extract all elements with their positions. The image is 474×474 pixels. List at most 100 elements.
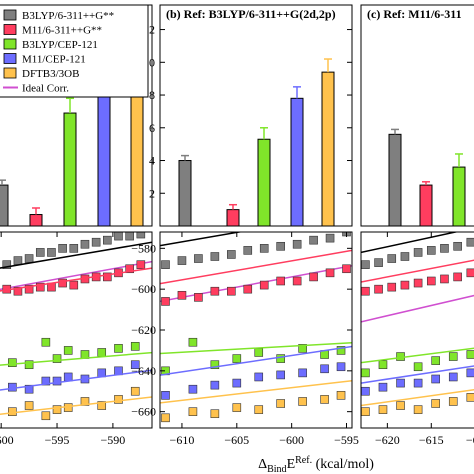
- bar-panel: (c) Ref: M11/6-311: [360, 4, 474, 227]
- data-point: [320, 395, 329, 404]
- data-point: [130, 360, 140, 370]
- data-point: [97, 401, 107, 410]
- data-point: [210, 252, 220, 261]
- data-point: [188, 384, 198, 394]
- scatter-panel: −620 −615 −61: [360, 231, 474, 447]
- legend-swatch: [3, 67, 17, 79]
- data-point: [336, 346, 346, 355]
- data-point: [13, 286, 23, 296]
- data-point: [298, 368, 307, 378]
- scatter-panel: −610 −605 −600 −595 −580 −600 −620 −640 −660: [131, 231, 359, 447]
- data-point: [136, 260, 146, 269]
- panel-title: (c) Ref: M11/6-311: [367, 7, 462, 21]
- legend-swatch: [3, 53, 17, 64]
- data-point: [114, 344, 123, 353]
- data-point: [8, 358, 17, 367]
- data-point: [125, 264, 134, 274]
- legend-swatch: [3, 9, 17, 21]
- data-point: [309, 235, 318, 245]
- bar: [419, 184, 433, 227]
- data-point: [24, 360, 34, 370]
- legend-label: B3LYP/6-311++G**: [22, 10, 114, 22]
- y-tick-label: −620: [131, 323, 156, 337]
- ideal-correlation-line: [160, 264, 352, 303]
- data-point: [24, 284, 34, 294]
- bar: [226, 209, 240, 227]
- data-point: [97, 348, 107, 357]
- data-point: [378, 382, 388, 392]
- data-point: [2, 260, 12, 269]
- data-point: [292, 239, 302, 249]
- data-point: [161, 260, 170, 269]
- fit-line: [361, 347, 474, 364]
- data-point: [80, 239, 90, 249]
- bar: [290, 97, 304, 227]
- data-point: [448, 352, 458, 361]
- fit-line: [361, 232, 460, 254]
- data-point: [161, 413, 170, 423]
- data-point: [35, 248, 45, 257]
- data-point: [41, 337, 51, 347]
- legend: B3LYP/6-311++G** M11/6-311++G** B3LYP/CEP-…: [0, 4, 149, 98]
- data-point: [52, 376, 62, 386]
- data-point: [466, 350, 474, 359]
- data-point: [440, 274, 449, 284]
- data-point: [114, 395, 123, 404]
- data-point: [431, 356, 440, 365]
- data-point: [276, 241, 285, 251]
- data-point: [41, 376, 51, 386]
- data-point: [24, 384, 34, 394]
- data-point: [63, 346, 73, 355]
- y-tick-label: −640: [131, 364, 156, 378]
- data-point: [227, 286, 236, 296]
- panel-frame: [360, 231, 474, 429]
- data-point: [431, 374, 440, 384]
- data-point: [448, 372, 458, 382]
- data-point: [298, 397, 307, 406]
- x-axis-label-part: Bind: [267, 464, 286, 474]
- data-point: [243, 284, 253, 294]
- data-point: [361, 368, 370, 378]
- fit-line: [361, 389, 474, 407]
- data-point: [361, 407, 370, 416]
- data-point: [58, 244, 67, 253]
- x-axis-label: ΔBindERef. (kcal/mol): [258, 455, 374, 474]
- data-point: [400, 252, 410, 261]
- data-point: [426, 276, 436, 286]
- panel-frame: [360, 4, 474, 227]
- data-point: [378, 405, 388, 414]
- legend-label: M11/CEP-121: [22, 54, 86, 66]
- data-point: [130, 342, 140, 351]
- fit-line: [160, 249, 352, 285]
- data-point: [210, 380, 220, 390]
- fit-line: [160, 232, 244, 247]
- x-axis-label-part: E: [287, 457, 296, 472]
- data-point: [320, 364, 329, 374]
- bar: [178, 160, 192, 227]
- fit-line: [361, 365, 474, 384]
- panel-frame: [159, 4, 353, 227]
- fit-line: [361, 259, 474, 283]
- data-point: [177, 290, 187, 300]
- data-point: [276, 276, 285, 286]
- legend-label: Ideal Corr.: [22, 83, 69, 95]
- data-point: [413, 378, 423, 388]
- data-point: [466, 268, 474, 278]
- data-point: [361, 260, 370, 269]
- data-point: [13, 256, 23, 265]
- x-tick-label: −595: [334, 433, 359, 447]
- y-tick-label: 4: [149, 154, 155, 168]
- data-point: [41, 411, 51, 421]
- x-tick-label: −600: [0, 433, 14, 447]
- fit-line: [0, 396, 152, 415]
- data-point: [188, 407, 198, 416]
- data-point: [254, 405, 264, 414]
- data-point: [374, 284, 383, 294]
- data-point: [130, 386, 140, 396]
- data-point: [232, 354, 242, 363]
- data-point: [325, 268, 335, 278]
- y-tick-label: −660: [131, 405, 156, 419]
- legend-swatch: [3, 38, 17, 50]
- panel-title: (b) Ref: B3LYP/6-311++G(2d,2p): [166, 7, 336, 21]
